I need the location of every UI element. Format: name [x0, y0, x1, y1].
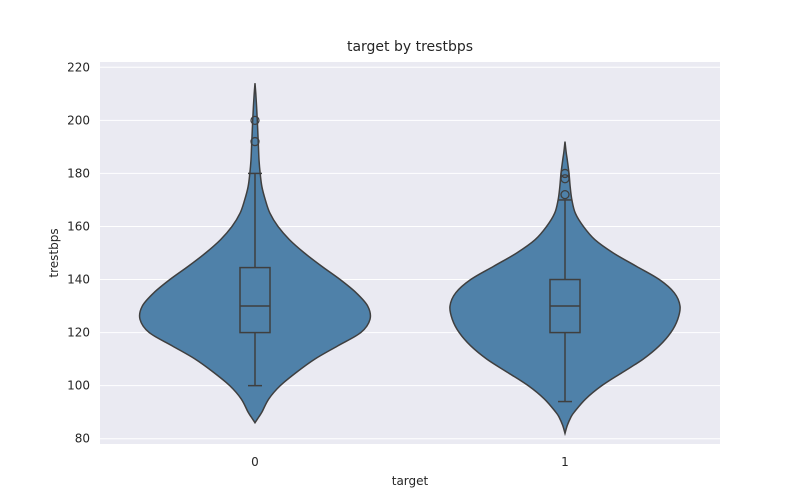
y-tick-label: 200 — [67, 113, 90, 127]
y-tick-label: 140 — [67, 273, 90, 287]
y-tick-label: 160 — [67, 219, 90, 233]
y-tick-label: 220 — [67, 60, 90, 74]
outlier-point — [560, 189, 570, 200]
y-tick-label: 100 — [67, 379, 90, 393]
x-axis-label: target — [392, 474, 429, 488]
y-tick-label: 180 — [67, 166, 90, 180]
y-axis-label: trestbps — [47, 228, 61, 277]
violins — [138, 83, 681, 437]
y-axis-ticks: 80 100 120 140 160 180 200 220 — [67, 60, 90, 445]
y-tick-label: 80 — [75, 432, 90, 446]
plot-area — [100, 62, 720, 444]
chart-title: target by trestbps — [347, 39, 473, 55]
violin-group — [138, 83, 372, 425]
outlier-point — [250, 136, 260, 147]
outlier-point — [560, 168, 570, 179]
iqr-box — [239, 266, 271, 334]
violin-group — [449, 141, 681, 437]
x-tick-label: 1 — [561, 455, 569, 469]
outlier-point — [250, 115, 260, 126]
y-tick-label: 120 — [67, 326, 90, 340]
x-tick-label: 0 — [251, 455, 259, 469]
outlier-point — [560, 174, 570, 184]
